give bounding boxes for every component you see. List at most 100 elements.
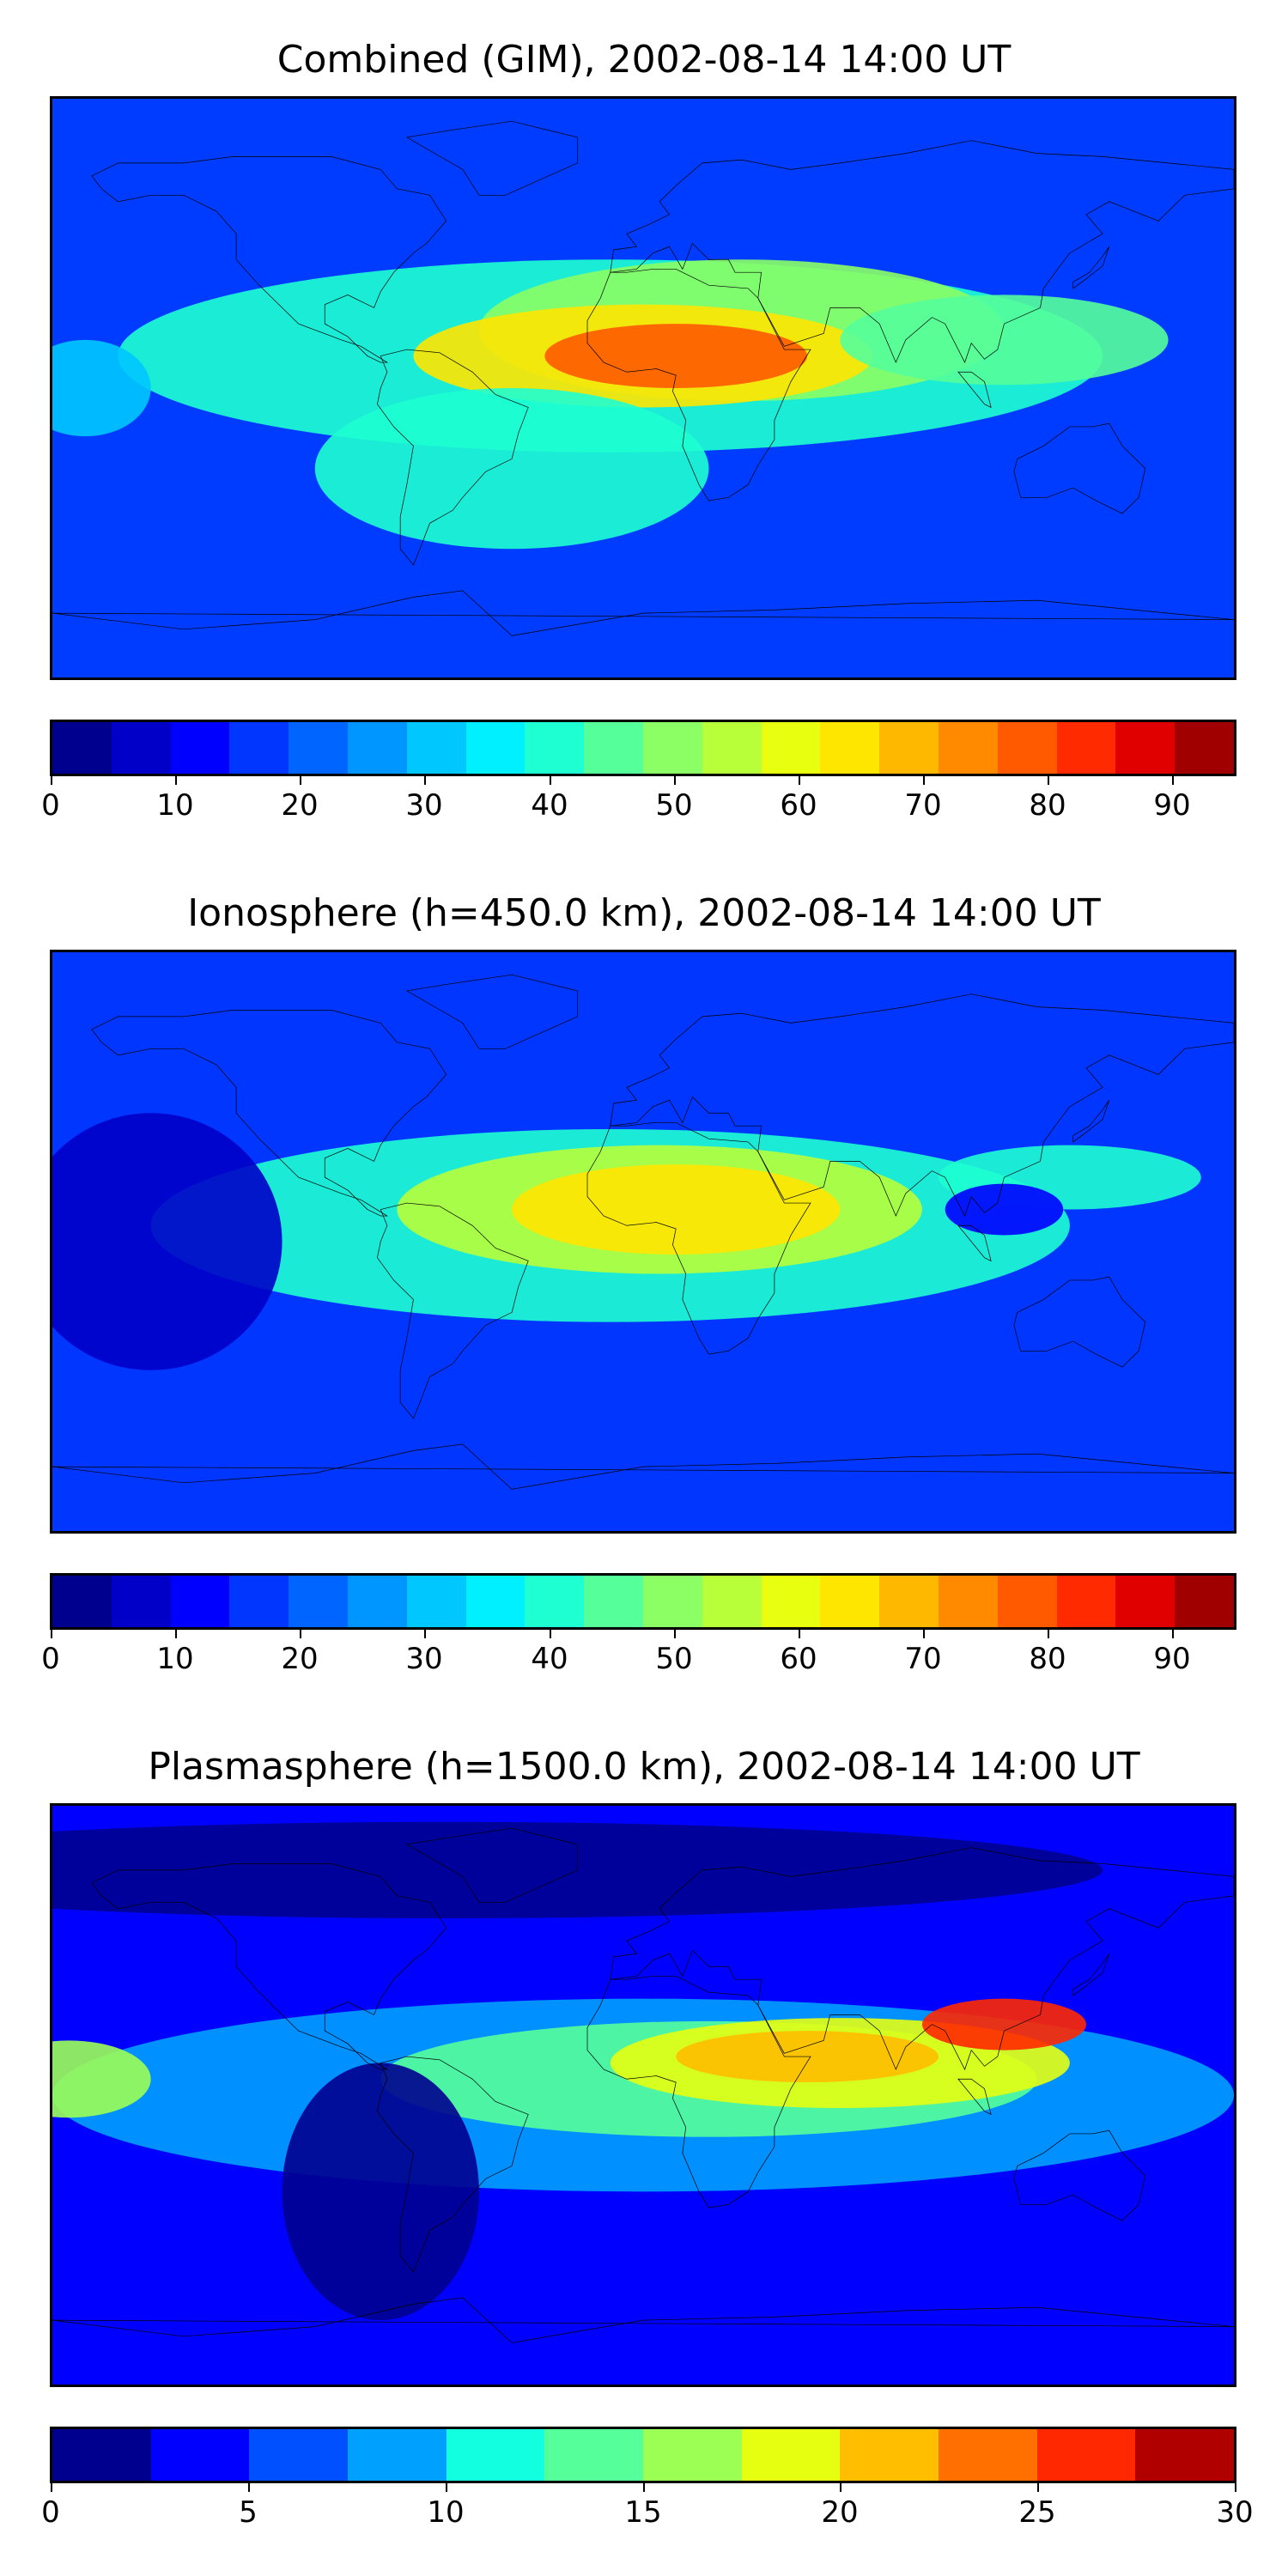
colorbar-tick-label: 25 xyxy=(1018,2495,1056,2530)
world-map xyxy=(50,96,1236,680)
panel-title: Combined (GIM), 2002-08-14 14:00 UT xyxy=(276,38,1012,82)
colorbar-segment xyxy=(741,2429,841,2481)
colorbar-segment xyxy=(1135,2429,1235,2481)
colorbar xyxy=(50,1573,1236,1630)
colorbar-tick xyxy=(175,1630,177,1638)
colorbar-tick-label: 50 xyxy=(655,1642,693,1676)
colorbar-tick xyxy=(799,776,800,785)
colorbar-segment xyxy=(446,2429,545,2481)
colorbar-segment xyxy=(465,1576,526,1627)
colorbar-tick xyxy=(175,776,177,785)
colorbar-segment xyxy=(348,2429,447,2481)
colorbar-segment xyxy=(820,1576,880,1627)
coastline xyxy=(1073,1100,1109,1142)
colorbar-tick xyxy=(674,776,676,785)
tec-contour xyxy=(840,295,1169,386)
colorbar-tick xyxy=(1235,2483,1236,2492)
colorbar-tick-label: 90 xyxy=(1153,1642,1191,1676)
colorbar-tick-label: 30 xyxy=(1216,2495,1254,2530)
panel-title: Plasmasphere (h=1500.0 km), 2002-08-14 1… xyxy=(148,1745,1140,1789)
coastline xyxy=(1014,1277,1145,1367)
coastline xyxy=(1073,1953,1109,1996)
tec-contour xyxy=(544,324,808,388)
colorbar-segment xyxy=(465,722,526,774)
coastline xyxy=(611,1848,1234,2069)
colorbar-tick xyxy=(840,2483,841,2492)
colorbar-tick xyxy=(550,776,551,785)
tec-contour xyxy=(52,2040,151,2118)
colorbar-tick-label: 40 xyxy=(531,788,568,823)
colorbar-segment xyxy=(229,1576,289,1627)
colorbar-tick xyxy=(51,2483,52,2492)
colorbar-tick xyxy=(248,2483,250,2492)
colorbar xyxy=(50,2427,1236,2483)
colorbar-segment xyxy=(249,2429,349,2481)
colorbar-segment xyxy=(52,722,112,774)
coastline xyxy=(52,2298,1234,2342)
colorbar-segment xyxy=(525,722,585,774)
colorbar-tick xyxy=(674,1630,676,1638)
colorbar-tick-label: 0 xyxy=(41,788,60,823)
colorbar-segment xyxy=(938,1576,998,1627)
colorbar-segment xyxy=(52,1576,112,1627)
colorbar-segment xyxy=(702,1576,762,1627)
colorbar-segment xyxy=(1115,722,1176,774)
colorbar-segment xyxy=(170,722,230,774)
colorbar-segment xyxy=(525,1576,585,1627)
colorbar-segment xyxy=(347,1576,407,1627)
colorbar-tick xyxy=(923,1630,925,1638)
coastline xyxy=(587,269,811,501)
coastline xyxy=(958,2079,991,2114)
coastline xyxy=(1073,246,1109,289)
colorbar-tick-label: 70 xyxy=(904,788,942,823)
colorbar-segment xyxy=(820,722,880,774)
colorbar-segment xyxy=(1115,1576,1176,1627)
colorbar-tick xyxy=(923,776,925,785)
tec-contour xyxy=(921,1998,1086,2050)
coastline xyxy=(52,591,1234,635)
colorbar-segment xyxy=(229,722,289,774)
colorbar-ticks: 0 10 20 30 40 50 60 70 80 90 xyxy=(41,1630,1236,1681)
colorbar-segment xyxy=(642,1576,702,1627)
coastline xyxy=(92,1010,447,1216)
colorbar-segment xyxy=(761,722,821,774)
coastline xyxy=(611,141,1234,362)
colorbar-tick-label: 10 xyxy=(427,2495,465,2530)
colorbar-segment xyxy=(406,1576,466,1627)
coastline xyxy=(1014,2130,1145,2221)
coastline xyxy=(377,1203,528,1419)
colorbar-segment xyxy=(111,1576,171,1627)
coastline xyxy=(377,2057,528,2272)
colorbar-tick-label: 80 xyxy=(1029,788,1066,823)
tec-contour xyxy=(52,1113,283,1370)
coastline xyxy=(1014,423,1145,513)
colorbar-segment xyxy=(289,722,348,774)
colorbar-tick-label: 15 xyxy=(624,2495,662,2530)
coastline xyxy=(407,1828,578,1902)
coastline xyxy=(611,994,1234,1216)
colorbar-tick-label: 90 xyxy=(1153,788,1191,823)
coastline xyxy=(587,1122,811,1354)
colorbar-segment xyxy=(584,722,643,774)
colorbar-tick xyxy=(1048,1630,1049,1638)
colorbar-tick-label: 0 xyxy=(41,2495,60,2530)
coastline xyxy=(587,1976,811,2208)
colorbar-segment xyxy=(170,1576,230,1627)
coastline xyxy=(958,372,991,407)
colorbar-segment xyxy=(879,1576,939,1627)
tec-contour xyxy=(282,2063,479,2321)
colorbar-tick-label: 20 xyxy=(821,2495,859,2530)
colorbar-tick-label: 5 xyxy=(239,2495,258,2530)
coastline xyxy=(407,121,578,195)
colorbar-segment xyxy=(544,2429,644,2481)
colorbar-segment xyxy=(1036,2429,1136,2481)
colorbar xyxy=(50,720,1236,776)
colorbar-segment xyxy=(939,2429,1037,2481)
colorbar-tick xyxy=(424,776,426,785)
coastline xyxy=(92,1863,447,2069)
colorbar-segment xyxy=(997,1576,1057,1627)
tec-contour xyxy=(52,339,151,437)
colorbar-segment xyxy=(879,722,939,774)
coastline xyxy=(52,1444,1234,1489)
colorbar-segment xyxy=(840,2429,939,2481)
